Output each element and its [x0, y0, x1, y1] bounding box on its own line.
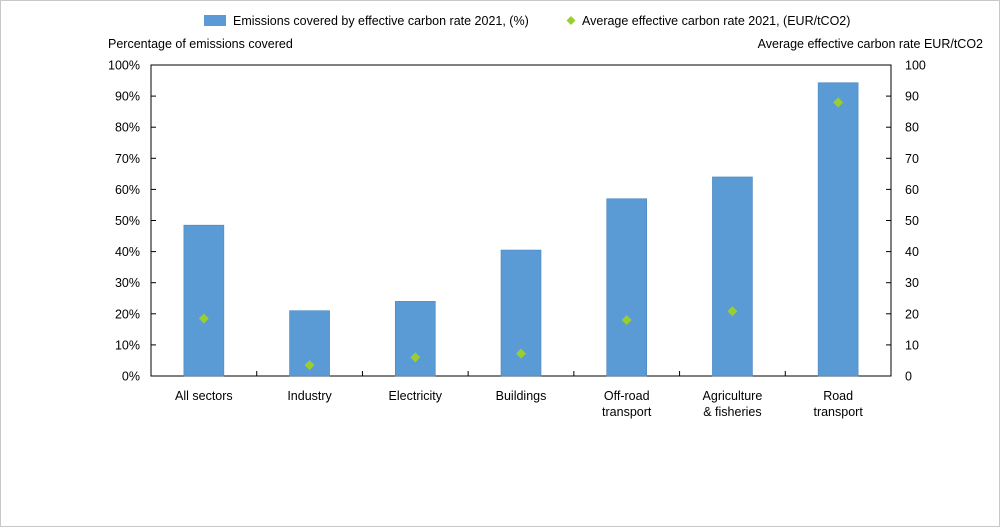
right-tick-label: 70 — [905, 152, 919, 166]
bar — [606, 198, 648, 377]
category-label: Industry — [287, 389, 332, 403]
point-marker — [516, 348, 526, 359]
right-tick-label: 40 — [905, 245, 919, 259]
right-axis-title: Average effective carbon rate EUR/tCO2 — [758, 37, 983, 51]
right-tick-label: 100 — [905, 59, 926, 73]
point-marker — [410, 352, 421, 363]
point-marker — [198, 313, 209, 324]
plot-area: 0% 10% 20% 30% 40% 50% 60% 70% 80% 90% 100% 0 10 20 30… — [108, 59, 926, 420]
left-tick-label: 10% — [115, 338, 140, 352]
left-axis-title: Percentage of emissions covered — [108, 37, 293, 51]
right-tick-label: 90 — [905, 90, 919, 104]
point-marker — [727, 306, 738, 317]
point-marker — [304, 360, 315, 371]
left-tick-label: 20% — [115, 307, 140, 321]
category-label: All sectors — [175, 389, 233, 403]
category-label: Electricity — [389, 389, 443, 403]
bar — [183, 224, 225, 377]
category-label: Off-road transport — [602, 389, 652, 419]
legend-label: Average effective carbon rate 2021, (EUR… — [582, 14, 850, 28]
right-tick-label: 0 — [905, 370, 912, 384]
left-tick-label: 60% — [115, 183, 140, 197]
right-tick-label: 30 — [905, 276, 919, 290]
left-tick-label: 40% — [115, 245, 140, 259]
point-marker — [833, 97, 844, 108]
left-tick-label: 0% — [122, 370, 140, 384]
category-label: Agriculture & fisheries — [703, 389, 763, 419]
left-tick-label: 90% — [115, 90, 140, 104]
left-tick-label: 100% — [108, 59, 140, 73]
bar — [394, 301, 436, 377]
category-label: Buildings — [496, 389, 547, 403]
left-tick-label: 30% — [115, 276, 140, 290]
legend-bar-swatch — [204, 15, 226, 26]
legend-diamond-swatch — [566, 16, 576, 25]
right-tick-label: 50 — [905, 214, 919, 228]
legend-label: Emissions covered by effective carbon ra… — [233, 14, 529, 28]
left-tick-label: 70% — [115, 152, 140, 166]
legend: Emissions covered by effective carbon ra… — [204, 14, 850, 28]
right-tick-label: 10 — [905, 338, 919, 352]
bar — [817, 82, 859, 377]
left-tick-label: 50% — [115, 214, 140, 228]
bar — [712, 176, 753, 377]
point-marker — [621, 315, 632, 326]
right-tick-label: 20 — [905, 307, 919, 321]
category-label: Road transport — [813, 389, 863, 419]
right-tick-label: 80 — [905, 121, 919, 135]
left-tick-label: 80% — [115, 121, 140, 135]
right-tick-label: 60 — [905, 183, 919, 197]
